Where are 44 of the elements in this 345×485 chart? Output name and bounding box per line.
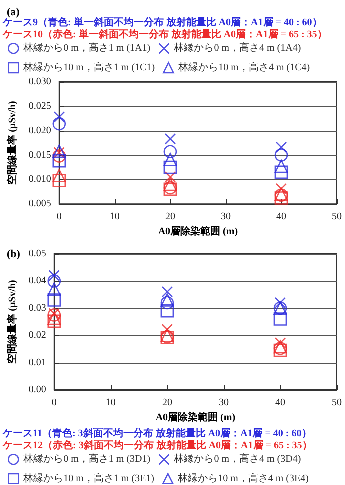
x-tick-label: 20	[165, 212, 176, 223]
x-tick-label: 20	[162, 398, 172, 408]
y-tick-label: 0.00	[28, 384, 46, 396]
y-tick-label: 0.025	[28, 100, 52, 112]
legend-label: 林縁から0 m，高さ1 m (3D1)	[22, 453, 151, 466]
x-axis-title: A0層除染範囲 (m)	[156, 411, 236, 424]
y-tick-label: 0.02	[28, 330, 46, 342]
text: ケース12（赤色: 3斜面不均一分布 放射能量比 A0層：A1層 = 65 : 35）	[2, 440, 312, 452]
legend-label: 林縁から10 m，高さ4 m (3E4)	[177, 472, 309, 484]
x-tick-label: 40	[275, 398, 286, 408]
legend-label: 林縁から10 m，高さ1 m (3E1)	[22, 472, 154, 484]
text: ケース10（赤色: 単一斜面不均一分布 放射能量比 A0層：A1層 = 65 : 35）	[2, 28, 328, 40]
legend-label: 林縁から0 m，高さ4 m (1A4)	[173, 42, 302, 54]
x-tick-label: 40	[276, 212, 286, 223]
legend-label: 林縁から0 m，高さ4 m (3D4)	[173, 453, 302, 466]
point	[160, 296, 174, 310]
y-tick-label: 0.005	[28, 198, 52, 210]
x-axis-title: A0層除染範囲 (m)	[158, 226, 238, 238]
y-axis-title: 空間線量率 (μSv/h)	[6, 101, 18, 185]
y-tick-label: 0.030	[28, 76, 52, 88]
legend-label: 林縁から10 m，高さ4 m (1C4)	[178, 61, 310, 74]
x-tick-label: 10	[106, 398, 116, 408]
x-tick-label: 30	[218, 398, 229, 408]
y-tick-label: 0.015	[28, 150, 52, 161]
y-tick-label: 0.020	[28, 125, 52, 136]
y-tick-label: 0.010	[28, 174, 52, 186]
chart-title: (a)	[7, 6, 20, 18]
text: ケース11（青色: 3斜面不均一分布 放射能量比 A0層：A1層 = 40 : 60）	[2, 428, 312, 440]
legend-label: 林縁から0 m，高さ1 m (1A1)	[22, 42, 151, 54]
y-tick-label: 0.04	[28, 276, 46, 287]
x-tick-label: 0	[56, 212, 62, 223]
y-axis-title: 空間線量率 (μSv/h)	[6, 280, 18, 364]
text: ケース9（青色: 単一斜面不均一分布 放射能量比 A0層：A1層 = 40 : 60）	[2, 16, 322, 28]
point	[48, 274, 62, 288]
chart-title: (b)	[7, 248, 21, 260]
x-tick-label: 50	[332, 398, 342, 408]
x-tick-label: 30	[220, 212, 231, 223]
x-tick-label: 0	[52, 398, 57, 408]
x-tick-label: 10	[110, 212, 120, 223]
y-tick-label: 0.03	[28, 302, 46, 314]
y-tick-label: 0.05	[28, 248, 46, 260]
x-tick-label: 50	[332, 212, 342, 223]
legend-label: 林縁から10 m，高さ1 m (1C1)	[22, 61, 156, 74]
y-tick-label: 0.01	[28, 357, 46, 368]
